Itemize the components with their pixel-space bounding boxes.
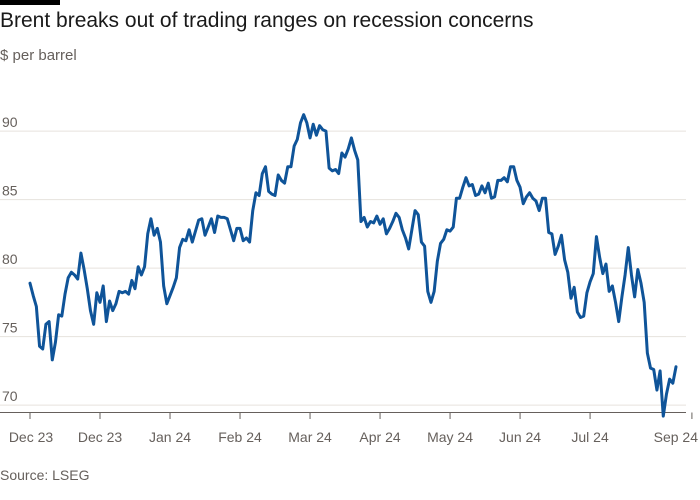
brand-top-bar <box>0 0 60 5</box>
x-tick-label: Sep 24 <box>654 429 699 445</box>
y-axis-labels: 70 75 80 85 90 <box>2 114 18 404</box>
y-tick-label: 70 <box>2 388 18 404</box>
x-tick-label: Apr 24 <box>359 429 400 445</box>
series-layer <box>28 113 678 418</box>
grid-layer <box>0 130 686 406</box>
source-note: Source: LSEG <box>0 467 90 483</box>
brent-price-line <box>28 113 678 418</box>
x-tick-label: Feb 24 <box>218 429 262 445</box>
y-tick-label: 80 <box>2 251 18 267</box>
x-tick-label: Jan 24 <box>149 429 191 445</box>
x-tick-label: Dec 23 <box>9 429 54 445</box>
chart-subtitle: $ per barrel <box>0 47 77 64</box>
chart-title: Brent breaks out of trading ranges on re… <box>0 9 534 32</box>
x-axis: Dec 23 Dec 23 Jan 24 Feb 24 Mar 24 Apr 24 May … <box>0 412 699 445</box>
y-tick-label: 90 <box>2 114 18 130</box>
x-tick-label: Dec 23 <box>78 429 123 445</box>
x-tick-label: Jun 24 <box>499 429 541 445</box>
x-tick-label: May 24 <box>427 429 473 445</box>
x-tick-label: Mar 24 <box>288 429 332 445</box>
y-tick-label: 85 <box>2 183 18 199</box>
y-tick-label: 75 <box>2 320 18 336</box>
x-tick-label: Jul 24 <box>571 429 609 445</box>
